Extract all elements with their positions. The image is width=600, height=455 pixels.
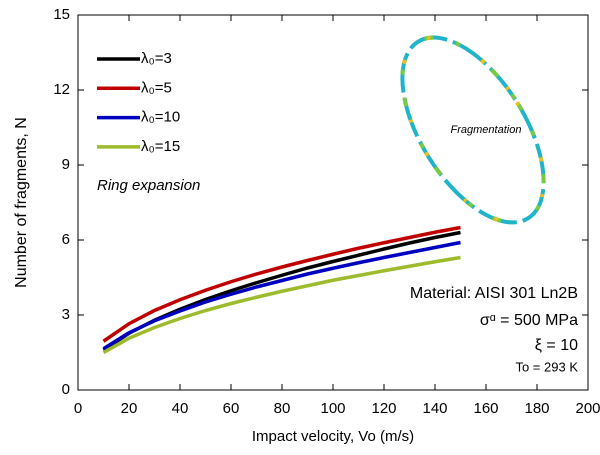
y-tick-label: 15 xyxy=(53,6,70,23)
x-tick-label: 160 xyxy=(473,400,498,417)
fragmentation-ring xyxy=(400,35,546,225)
y-tick-label: 9 xyxy=(62,156,70,173)
annotation: σᵅ = 500 MPa xyxy=(480,312,578,329)
legend-label: λ₀=3 xyxy=(141,50,172,67)
ring xyxy=(400,35,546,225)
x-tick-label: 200 xyxy=(575,400,600,417)
y-axis-label: Number of fragments, N xyxy=(13,117,30,288)
x-tick-label: 80 xyxy=(274,400,291,417)
annotation: ξ = 10 xyxy=(535,337,578,354)
plot-frame xyxy=(77,14,589,391)
line-series xyxy=(102,225,461,343)
x-tick-label: 180 xyxy=(524,400,549,417)
x-tick-label: 100 xyxy=(320,400,345,417)
x-axis-label: Impact velocity, Vo (m/s) xyxy=(252,428,414,445)
annotation: Fragmentation xyxy=(451,124,522,136)
annotation: Material: AISI 301 Ln2B xyxy=(410,285,578,302)
x-tick-label: 40 xyxy=(172,400,189,417)
x-tick-label: 0 xyxy=(74,400,82,417)
x-tick-label: 140 xyxy=(422,400,447,417)
legend-label: λ₀=10 xyxy=(141,109,180,126)
y-tick-label: 3 xyxy=(62,306,70,323)
legend-label: λ₀=15 xyxy=(141,138,180,155)
annotation: To = 293 K xyxy=(515,359,578,374)
y-tick-label: 12 xyxy=(53,81,70,98)
line-series xyxy=(102,255,461,355)
annotation: Ring expansion xyxy=(97,177,200,194)
x-tick-label: 120 xyxy=(371,400,396,417)
x-tick-label: 20 xyxy=(121,400,138,417)
x-tick-label: 60 xyxy=(223,400,240,417)
y-tick-label: 6 xyxy=(62,231,70,248)
legend-label: λ₀=5 xyxy=(141,79,172,96)
y-tick-label: 0 xyxy=(62,381,70,398)
line-series xyxy=(102,240,461,351)
